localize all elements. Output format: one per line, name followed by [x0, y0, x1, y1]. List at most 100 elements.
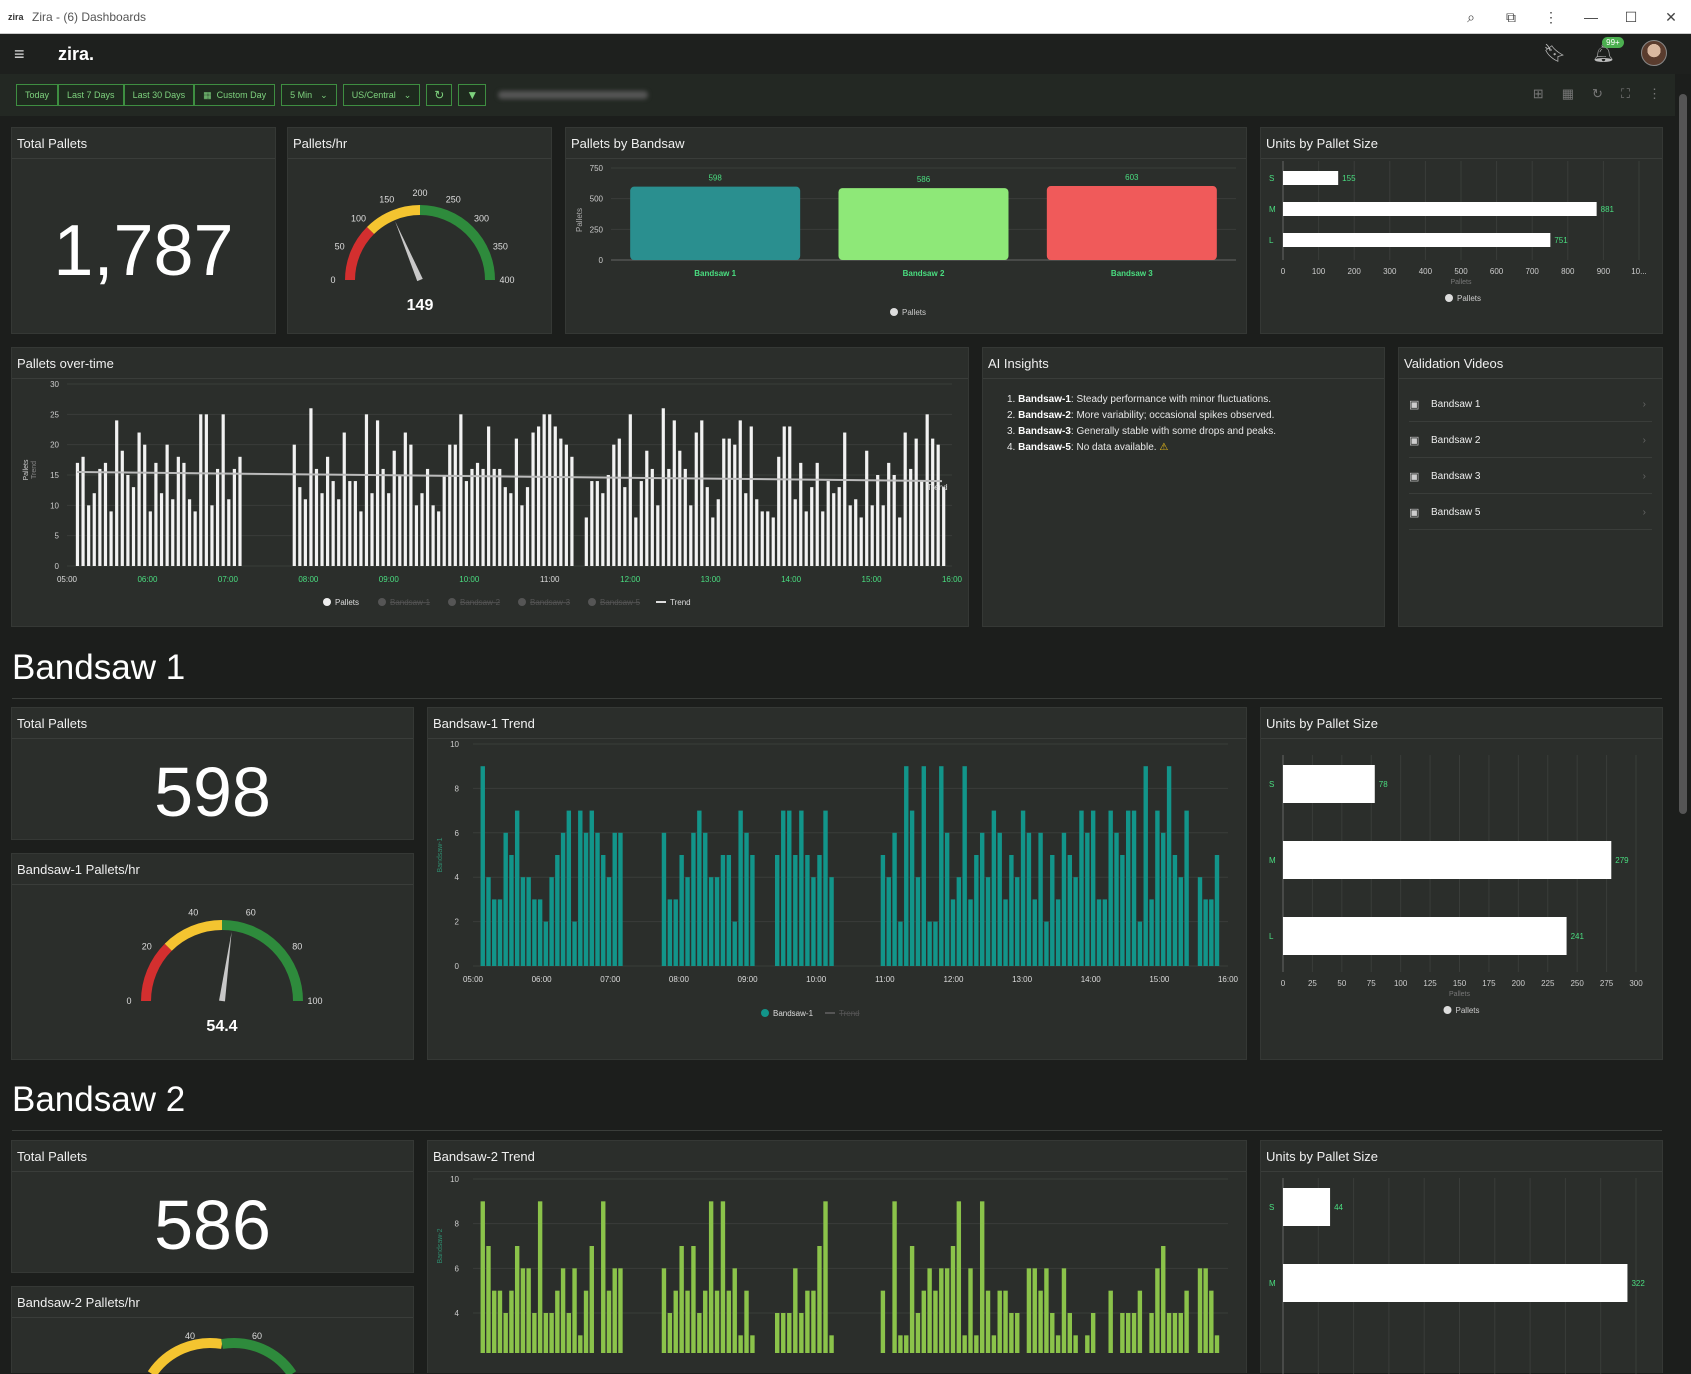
- column-bar[interactable]: [1050, 1313, 1055, 1353]
- column-bar[interactable]: [679, 855, 684, 966]
- column-bar[interactable]: [848, 505, 852, 566]
- column-bar[interactable]: [997, 1290, 1002, 1353]
- column-bar[interactable]: [1155, 1268, 1160, 1353]
- today-button[interactable]: Today: [16, 84, 59, 106]
- column-bar[interactable]: [532, 899, 537, 966]
- column-bar[interactable]: [154, 462, 158, 566]
- column-bar[interactable]: [673, 899, 678, 966]
- column-bar[interactable]: [921, 766, 926, 966]
- column-bar[interactable]: [570, 456, 574, 566]
- column-bar[interactable]: [1143, 766, 1148, 966]
- column-bar[interactable]: [744, 832, 749, 966]
- column-bar[interactable]: [811, 1290, 816, 1353]
- column-bar[interactable]: [459, 414, 463, 566]
- legend-label[interactable]: Trend: [670, 598, 691, 607]
- column-bar[interactable]: [606, 475, 610, 566]
- column-bar[interactable]: [1172, 855, 1178, 966]
- legend-label[interactable]: Bandsaw-1: [390, 598, 431, 607]
- column-bar[interactable]: [601, 855, 606, 966]
- column-bar[interactable]: [143, 444, 147, 566]
- bar[interactable]: [1046, 186, 1217, 260]
- column-bar[interactable]: [509, 1290, 514, 1353]
- column-bar[interactable]: [601, 1201, 606, 1353]
- column-bar[interactable]: [578, 810, 583, 966]
- column-bar[interactable]: [526, 877, 531, 966]
- column-bar[interactable]: [601, 493, 605, 566]
- column-bar[interactable]: [854, 499, 858, 566]
- column-bar[interactable]: [793, 499, 797, 566]
- column-bar[interactable]: [645, 450, 649, 566]
- column-bar[interactable]: [1131, 810, 1137, 966]
- column-bar[interactable]: [1026, 832, 1032, 966]
- column-bar[interactable]: [1061, 1268, 1067, 1353]
- timezone-select[interactable]: US/Central ⌄: [342, 84, 421, 106]
- column-bar[interactable]: [915, 877, 921, 966]
- column-bar[interactable]: [705, 487, 709, 566]
- last-30-days-button[interactable]: Last 30 Days: [123, 84, 195, 106]
- column-bar[interactable]: [442, 475, 446, 566]
- bar[interactable]: [1283, 917, 1567, 955]
- column-bar[interactable]: [525, 487, 530, 566]
- column-bar[interactable]: [589, 810, 594, 966]
- column-bar[interactable]: [823, 810, 828, 966]
- column-bar[interactable]: [470, 468, 474, 566]
- column-bar[interactable]: [543, 921, 549, 966]
- column-bar[interactable]: [991, 810, 997, 966]
- column-bar[interactable]: [979, 832, 985, 966]
- column-bar[interactable]: [199, 414, 203, 566]
- column-bar[interactable]: [514, 810, 520, 966]
- column-bar[interactable]: [555, 1290, 560, 1353]
- column-bar[interactable]: [87, 505, 91, 566]
- column-bar[interactable]: [817, 855, 822, 966]
- bar[interactable]: [1283, 171, 1339, 185]
- column-bar[interactable]: [498, 468, 502, 566]
- column-bar[interactable]: [697, 810, 702, 966]
- column-bar[interactable]: [1131, 1313, 1137, 1353]
- column-bar[interactable]: [1137, 1290, 1143, 1353]
- column-bar[interactable]: [414, 505, 419, 566]
- column-bar[interactable]: [75, 462, 80, 566]
- column-bar[interactable]: [921, 1290, 926, 1353]
- column-bar[interactable]: [572, 921, 577, 966]
- column-bar[interactable]: [437, 511, 441, 566]
- column-bar[interactable]: [678, 450, 682, 566]
- column-bar[interactable]: [298, 487, 302, 566]
- legend-label[interactable]: Bandsaw-2: [460, 598, 501, 607]
- column-bar[interactable]: [750, 1335, 755, 1353]
- column-bar[interactable]: [950, 899, 956, 966]
- column-bar[interactable]: [788, 426, 792, 566]
- column-bar[interactable]: [985, 1290, 991, 1353]
- column-bar[interactable]: [425, 468, 430, 566]
- column-bar[interactable]: [700, 420, 704, 566]
- column-bar[interactable]: [1178, 1313, 1183, 1353]
- column-bar[interactable]: [870, 505, 874, 566]
- column-bar[interactable]: [232, 468, 236, 566]
- column-bar[interactable]: [703, 832, 708, 966]
- column-bar[interactable]: [564, 444, 568, 566]
- column-bar[interactable]: [673, 1290, 678, 1353]
- column-bar[interactable]: [1155, 810, 1160, 966]
- column-bar[interactable]: [555, 855, 560, 966]
- column-bar[interactable]: [771, 517, 775, 566]
- column-bar[interactable]: [583, 832, 589, 966]
- column-bar[interactable]: [909, 468, 913, 566]
- column-bar[interactable]: [733, 444, 737, 566]
- column-bar[interactable]: [353, 481, 357, 566]
- legend-label[interactable]: Bandsaw-1: [773, 1009, 814, 1018]
- column-bar[interactable]: [881, 505, 885, 566]
- column-bar[interactable]: [221, 414, 225, 566]
- column-bar[interactable]: [193, 511, 197, 566]
- column-bar[interactable]: [775, 1313, 780, 1353]
- column-bar[interactable]: [584, 517, 588, 566]
- column-bar[interactable]: [716, 499, 720, 566]
- column-bar[interactable]: [606, 877, 612, 966]
- column-bar[interactable]: [165, 444, 169, 566]
- column-bar[interactable]: [98, 468, 102, 566]
- column-bar[interactable]: [968, 1268, 973, 1353]
- column-bar[interactable]: [936, 444, 940, 566]
- column-bar[interactable]: [1137, 921, 1143, 966]
- column-bar[interactable]: [520, 877, 526, 966]
- column-bar[interactable]: [566, 810, 572, 966]
- column-bar[interactable]: [543, 1313, 549, 1353]
- column-bar[interactable]: [359, 511, 363, 566]
